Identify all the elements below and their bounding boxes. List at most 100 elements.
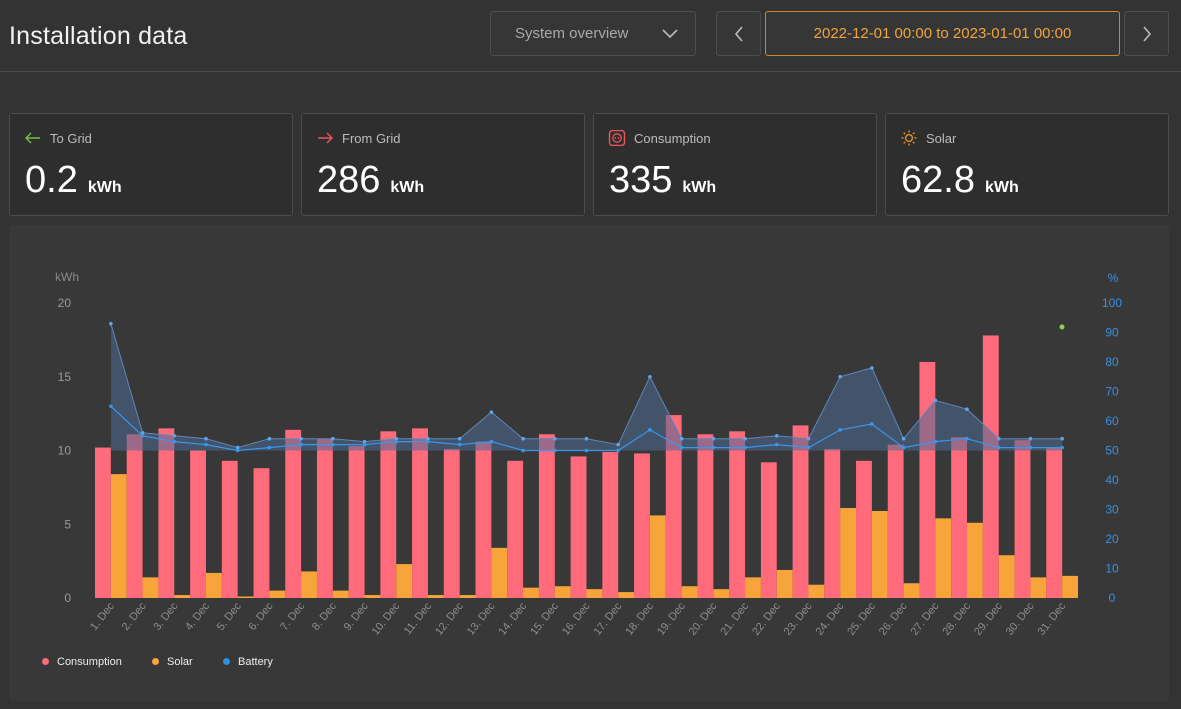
consumption-bar [475, 441, 492, 598]
battery-max-point [521, 436, 525, 441]
y2-tick-label: 50 [1105, 444, 1119, 458]
x-tick-label: 5. Dec [215, 600, 244, 633]
battery-max-point [109, 321, 113, 326]
consumption-bar [443, 449, 460, 598]
x-tick-label: 2. Dec [120, 600, 149, 633]
y2-tick-label: 10 [1105, 562, 1119, 576]
date-range-button[interactable]: 2022-12-01 00:00 to 2023-01-01 00:00 [765, 11, 1120, 56]
x-tick-label: 1. Dec [88, 600, 117, 633]
battery-max-point [838, 374, 842, 379]
consumption-bar [95, 447, 111, 598]
x-tick-label: 22. Dec [750, 600, 783, 638]
x-tick-label: 6. Dec [247, 600, 276, 633]
x-tick-label: 4. Dec [183, 600, 212, 633]
battery-avg-point [679, 445, 684, 450]
legend-consumption[interactable]: Consumption [42, 656, 122, 668]
battery-avg-point [552, 448, 557, 453]
legend-solar[interactable]: Solar [152, 656, 193, 668]
card-label: Solar [926, 131, 957, 146]
battery-avg-point [870, 422, 874, 426]
battery-max-point [1028, 436, 1033, 441]
y2-tick-label: 30 [1105, 503, 1119, 517]
y2-tick-label: 60 [1105, 414, 1119, 428]
battery-max-point [933, 398, 938, 403]
consumption-bar [348, 446, 365, 598]
card-value: 335 kWh [609, 159, 717, 201]
consumption-bar [253, 468, 270, 598]
x-tick-label: 9. Dec [342, 600, 371, 633]
view-select[interactable]: System overview [490, 11, 696, 56]
battery-avg-point [204, 442, 208, 447]
previous-range-button[interactable] [716, 11, 761, 56]
battery-avg-point [806, 445, 811, 450]
battery-max-point [457, 436, 462, 441]
x-tick-label: 27. Dec [909, 600, 942, 638]
legend-dot [152, 657, 159, 665]
chevron-left-icon [734, 26, 743, 42]
consumption-bar [380, 431, 397, 598]
consumption-bar [665, 415, 682, 598]
x-tick-label: 24. Dec [814, 600, 847, 638]
legend-dot [223, 657, 230, 665]
battery-avg-point [584, 448, 589, 453]
y-tick-label: 15 [58, 370, 72, 384]
x-tick-label: 26. Dec [877, 600, 910, 638]
battery-max-point [648, 374, 652, 379]
to-grid-card: To Grid 0.2 kWh [9, 113, 293, 216]
solar-bar [301, 571, 317, 598]
chevron-right-icon [1143, 26, 1152, 42]
battery-avg-point [521, 448, 525, 453]
arrow-right-icon [318, 132, 333, 144]
y2-tick-label: 80 [1105, 355, 1119, 369]
x-tick-label: 25. Dec [845, 600, 878, 638]
legend-battery[interactable]: Battery [223, 656, 273, 668]
y-tick-label: 10 [58, 444, 72, 458]
card-value: 62.8 kWh [901, 159, 1019, 201]
consumption-bar [602, 451, 619, 598]
battery-max-point [299, 436, 303, 441]
y-tick-label: 20 [58, 296, 72, 310]
battery-avg-point [489, 439, 494, 444]
battery-max-point [235, 445, 240, 450]
solar-bar [205, 572, 222, 598]
battery-avg-point [774, 442, 779, 447]
x-tick-label: 30. Dec [1004, 600, 1037, 638]
battery-avg-point [1060, 445, 1064, 450]
solar-bar [681, 586, 698, 598]
y-axis-title: kWh [55, 270, 79, 284]
y2-tick-label: 90 [1105, 326, 1119, 340]
solar-bar [523, 587, 539, 598]
solar-bar [142, 577, 159, 598]
battery-max-point [965, 407, 969, 412]
battery-avg-point [996, 445, 1001, 450]
x-tick-label: 13. Dec [465, 600, 498, 638]
sun-icon [901, 130, 917, 146]
consumption-bar [221, 460, 238, 598]
consumption-bar [634, 453, 650, 598]
solar-bar [776, 569, 793, 598]
consumption-bar [729, 431, 746, 598]
battery-max-point [552, 436, 557, 441]
consumption-bar [412, 428, 428, 598]
solar-bar [364, 595, 381, 598]
battery-max-point [426, 436, 430, 441]
battery-max-point [172, 433, 177, 438]
outlet-icon [608, 130, 626, 146]
x-tick-label: 3. Dec [151, 600, 180, 633]
x-tick-label: 15. Dec [528, 600, 561, 638]
consumption-bar [570, 456, 587, 598]
battery-max-point [140, 431, 145, 435]
battery-max-point [331, 436, 335, 441]
next-range-button[interactable] [1124, 11, 1169, 56]
solar-bar [269, 590, 286, 598]
x-tick-label: 23. Dec [782, 600, 815, 638]
battery-avg-point [457, 442, 462, 447]
card-label: From Grid [342, 131, 401, 146]
battery-avg-point [109, 404, 113, 409]
battery-avg-point [965, 436, 969, 441]
y-tick-label: 5 [64, 517, 71, 531]
y-tick-label: 0 [64, 591, 71, 605]
battery-avg-point [267, 445, 272, 450]
battery-avg-point [648, 428, 652, 432]
